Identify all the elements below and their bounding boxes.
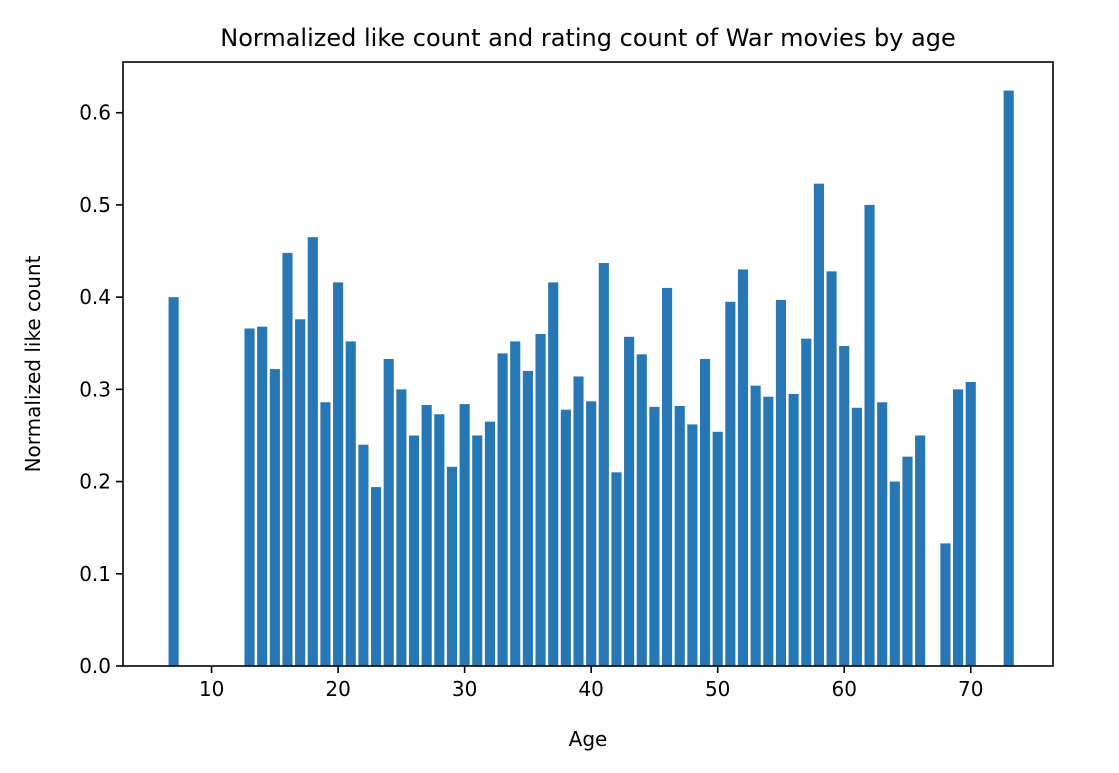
bar-age-48 [687, 424, 698, 666]
bar-age-27 [421, 405, 432, 666]
bar-age-61 [851, 407, 862, 666]
bar-age-22 [358, 444, 369, 666]
y-tick-label: 0.6 [79, 101, 111, 125]
plot-frame [122, 61, 1054, 667]
bar-age-7 [168, 297, 179, 666]
bar-age-73 [1003, 90, 1014, 667]
bar-age-44 [636, 354, 647, 666]
bar-age-19 [320, 402, 331, 666]
bar-age-18 [307, 237, 318, 666]
bars [168, 90, 1014, 667]
bar-age-64 [889, 481, 900, 666]
bar-age-26 [408, 435, 420, 666]
bar-age-29 [446, 466, 458, 666]
bar-age-36 [535, 334, 546, 666]
y-tick-label: 0.1 [79, 562, 111, 586]
y-axis-label: Normalized like count [21, 255, 45, 472]
bar-age-31 [472, 435, 483, 666]
bar-age-13 [244, 328, 255, 666]
x-axis-label: Age [569, 727, 608, 751]
x-tick-label: 50 [705, 677, 730, 701]
bar-age-50 [712, 431, 723, 666]
y-tick-label: 0.2 [79, 470, 111, 494]
y-tick-label: 0.0 [79, 654, 111, 678]
bar-age-59 [826, 271, 837, 666]
bar-age-41 [598, 263, 609, 666]
y-tick-label: 0.4 [79, 285, 111, 309]
bar-age-65 [902, 456, 913, 666]
bar-age-47 [674, 405, 685, 666]
chart-title: Normalized like count and rating count o… [220, 24, 955, 52]
bar-age-58 [813, 183, 824, 666]
bar-age-69 [953, 389, 964, 666]
bar-age-70 [965, 381, 976, 666]
bar-age-30 [459, 404, 470, 666]
bar-age-66 [915, 435, 926, 666]
bar-age-25 [396, 389, 407, 666]
y-axis-ticks: 0.0 0.1 0.2 0.3 0.4 0.5 0.6 [79, 101, 123, 678]
bar-age-38 [560, 409, 571, 666]
bar-age-17 [295, 319, 306, 666]
bar-age-49 [699, 358, 711, 666]
bar-age-53 [750, 385, 761, 666]
x-tick-label: 60 [831, 677, 856, 701]
x-tick-label: 10 [199, 677, 224, 701]
bar-age-51 [725, 301, 736, 666]
bar-age-16 [282, 252, 293, 666]
bar-age-42 [611, 472, 622, 666]
bar-age-23 [371, 487, 382, 666]
bar-age-52 [737, 269, 749, 666]
y-tick-label: 0.3 [79, 377, 111, 401]
x-tick-label: 30 [452, 677, 477, 701]
bar-age-34 [510, 341, 521, 666]
x-tick-label: 40 [578, 677, 603, 701]
bar-age-68 [940, 543, 951, 666]
bar-age-37 [548, 282, 559, 666]
x-axis-ticks: 10 20 30 40 50 60 70 [199, 666, 983, 701]
bar-age-15 [269, 369, 280, 666]
bar-age-40 [586, 401, 597, 666]
x-tick-label: 20 [325, 677, 350, 701]
bar-age-45 [649, 406, 660, 666]
bar-age-20 [333, 282, 344, 666]
bar-age-56 [788, 393, 799, 666]
bar-age-55 [775, 299, 787, 666]
x-tick-label: 70 [958, 677, 983, 701]
bar-age-46 [662, 287, 673, 666]
bar-age-57 [801, 338, 812, 666]
y-tick-label: 0.5 [79, 193, 111, 217]
bar-age-63 [877, 402, 888, 666]
bar-age-39 [573, 376, 584, 666]
bar-age-35 [522, 370, 533, 666]
bar-age-43 [624, 336, 635, 666]
bar-age-14 [257, 326, 268, 666]
bar-age-24 [383, 358, 394, 666]
bar-age-21 [345, 341, 356, 666]
bar-age-60 [839, 346, 850, 666]
bar-age-28 [434, 414, 445, 666]
bar-age-32 [484, 421, 495, 666]
bar-age-33 [497, 353, 508, 666]
bar-age-62 [864, 204, 875, 666]
bar-age-54 [763, 396, 774, 666]
